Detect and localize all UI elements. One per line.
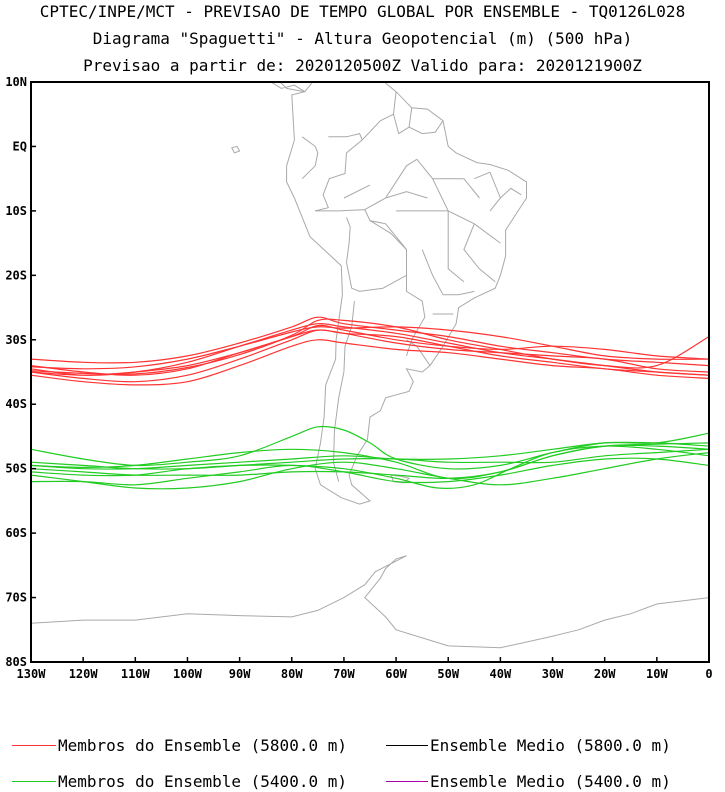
lon-tick-label: 120W	[69, 667, 99, 681]
state-border	[421, 249, 444, 295]
state-border	[443, 290, 475, 296]
ensemble-member-5400m-contour	[31, 441, 709, 470]
country-border	[346, 217, 351, 263]
country-border	[382, 274, 426, 357]
ensemble-member-5400m-contour	[31, 452, 709, 490]
state-border	[416, 158, 480, 199]
map-border	[30, 81, 710, 663]
legend-green-members: Membros do Ensemble (5400.0 m)	[12, 770, 347, 792]
lat-tick-label: 40S	[5, 397, 27, 411]
lon-tick-label: 40W	[490, 667, 512, 681]
ensemble-member-5400m-contour	[31, 442, 709, 480]
legend-red-line	[12, 744, 56, 746]
legend-magenta-label: Ensemble Medio (5400.0 m)	[430, 771, 671, 791]
lon-tick-label: 50W	[437, 667, 459, 681]
ensemble-member-5800m-contour	[31, 318, 709, 375]
state-border	[447, 210, 465, 283]
lat-tick-label: 10N	[5, 75, 27, 89]
lat-tick-label: 70S	[5, 591, 27, 605]
state-border	[385, 158, 418, 199]
central-america-coastline	[270, 82, 306, 93]
galapagos-coastline	[231, 145, 241, 154]
lat-tick-label: 60S	[5, 526, 27, 540]
contours-layer	[31, 316, 709, 490]
state-border	[396, 210, 501, 244]
ensemble-member-5800m-contour	[31, 326, 709, 370]
legend-black-line	[386, 744, 428, 746]
legend-green-label: Membros do Ensemble (5400.0 m)	[58, 771, 347, 791]
state-border	[432, 178, 449, 212]
chart-title-line3: Previsao a partir de: 2020120500Z Valido…	[83, 56, 642, 75]
state-border	[343, 184, 371, 199]
lat-tick-label: 10S	[5, 204, 27, 218]
country-border	[393, 114, 410, 135]
ensemble-member-5800m-contour	[31, 339, 709, 386]
lon-tick-label: 80W	[281, 667, 303, 681]
state-border	[474, 171, 491, 180]
legend-red-members: Membros do Ensemble (5800.0 m)	[12, 734, 347, 756]
ensemble-member-5800m-contour	[31, 329, 709, 376]
lon-tick-label: 70W	[333, 667, 355, 681]
ensemble-member-5400m-contour	[31, 445, 709, 490]
lon-tick-label: 130W	[17, 667, 47, 681]
legend-black-mean: Ensemble Medio (5800.0 m)	[386, 734, 671, 756]
country-border	[315, 139, 363, 212]
lon-tick-label: 100W	[173, 667, 203, 681]
lon-tick-label: 10W	[646, 667, 668, 681]
lon-tick-label: 110W	[121, 667, 151, 681]
lat-tick-label: 20S	[5, 268, 27, 282]
lat-tick-label: 80S	[5, 655, 27, 669]
country-border	[408, 107, 444, 135]
ensemble-member-5400m-contour	[31, 425, 709, 470]
country-border	[369, 220, 407, 250]
lon-tick-label: 20W	[594, 667, 616, 681]
lat-tick-label: 30S	[5, 333, 27, 347]
lon-tick-label: 0	[705, 667, 712, 681]
state-border	[364, 191, 428, 211]
lon-tick-label: 60W	[385, 667, 407, 681]
ensemble-member-5400m-contour	[31, 457, 709, 486]
lon-tick-label: 30W	[542, 667, 564, 681]
legend-black-label: Ensemble Medio (5800.0 m)	[430, 735, 671, 755]
map-frame	[31, 82, 709, 662]
country-border	[346, 262, 384, 292]
state-border	[500, 187, 522, 199]
chart-title-line1: CPTEC/INPE/MCT - PREVISAO DE TEMPO GLOBA…	[39, 2, 686, 21]
south-america-coastline	[286, 82, 527, 505]
state-border	[489, 172, 501, 212]
lon-tick-label: 90W	[229, 667, 251, 681]
chart-title-line2: Diagrama "Spaguetti" - Altura Geopotenci…	[92, 29, 633, 48]
country-border	[301, 136, 319, 180]
country-border	[332, 301, 355, 482]
ensemble-member-5800m-contour	[31, 324, 709, 376]
legend-magenta-mean: Ensemble Medio (5400.0 m)	[386, 770, 671, 792]
legend-red-label: Membros do Ensemble (5800.0 m)	[58, 735, 347, 755]
antarctica-coastline	[31, 555, 709, 662]
lat-tick-label: EQ	[13, 139, 27, 153]
legend-green-line	[12, 780, 56, 782]
lat-tick-label: 50S	[5, 462, 27, 476]
legend-magenta-line	[386, 780, 428, 782]
state-border	[463, 223, 496, 283]
